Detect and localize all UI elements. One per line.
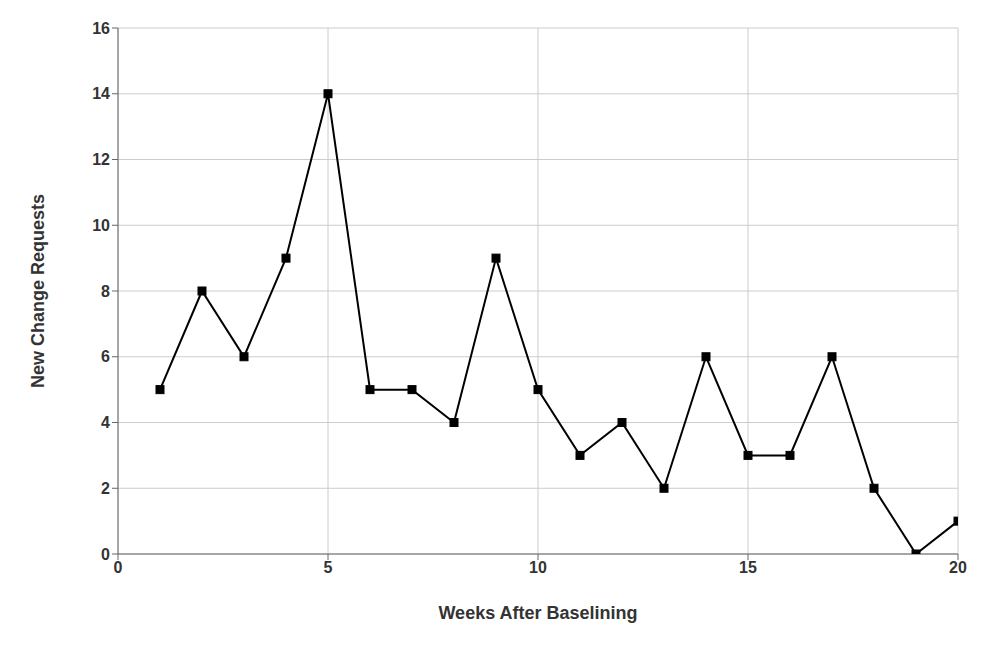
svg-text:10: 10	[92, 217, 110, 234]
svg-text:Weeks After Baselining: Weeks After Baselining	[438, 603, 637, 623]
svg-text:10: 10	[529, 559, 547, 576]
svg-text:14: 14	[92, 85, 110, 102]
svg-text:8: 8	[101, 283, 110, 300]
svg-text:16: 16	[92, 20, 110, 37]
svg-text:6: 6	[101, 348, 110, 365]
svg-text:New Change Requests: New Change Requests	[28, 194, 48, 388]
svg-text:0: 0	[114, 559, 123, 576]
svg-text:15: 15	[739, 559, 757, 576]
svg-text:0: 0	[101, 546, 110, 563]
svg-text:12: 12	[92, 151, 110, 168]
svg-text:20: 20	[949, 559, 967, 576]
svg-text:4: 4	[101, 414, 110, 431]
svg-text:2: 2	[101, 480, 110, 497]
svg-text:5: 5	[324, 559, 333, 576]
